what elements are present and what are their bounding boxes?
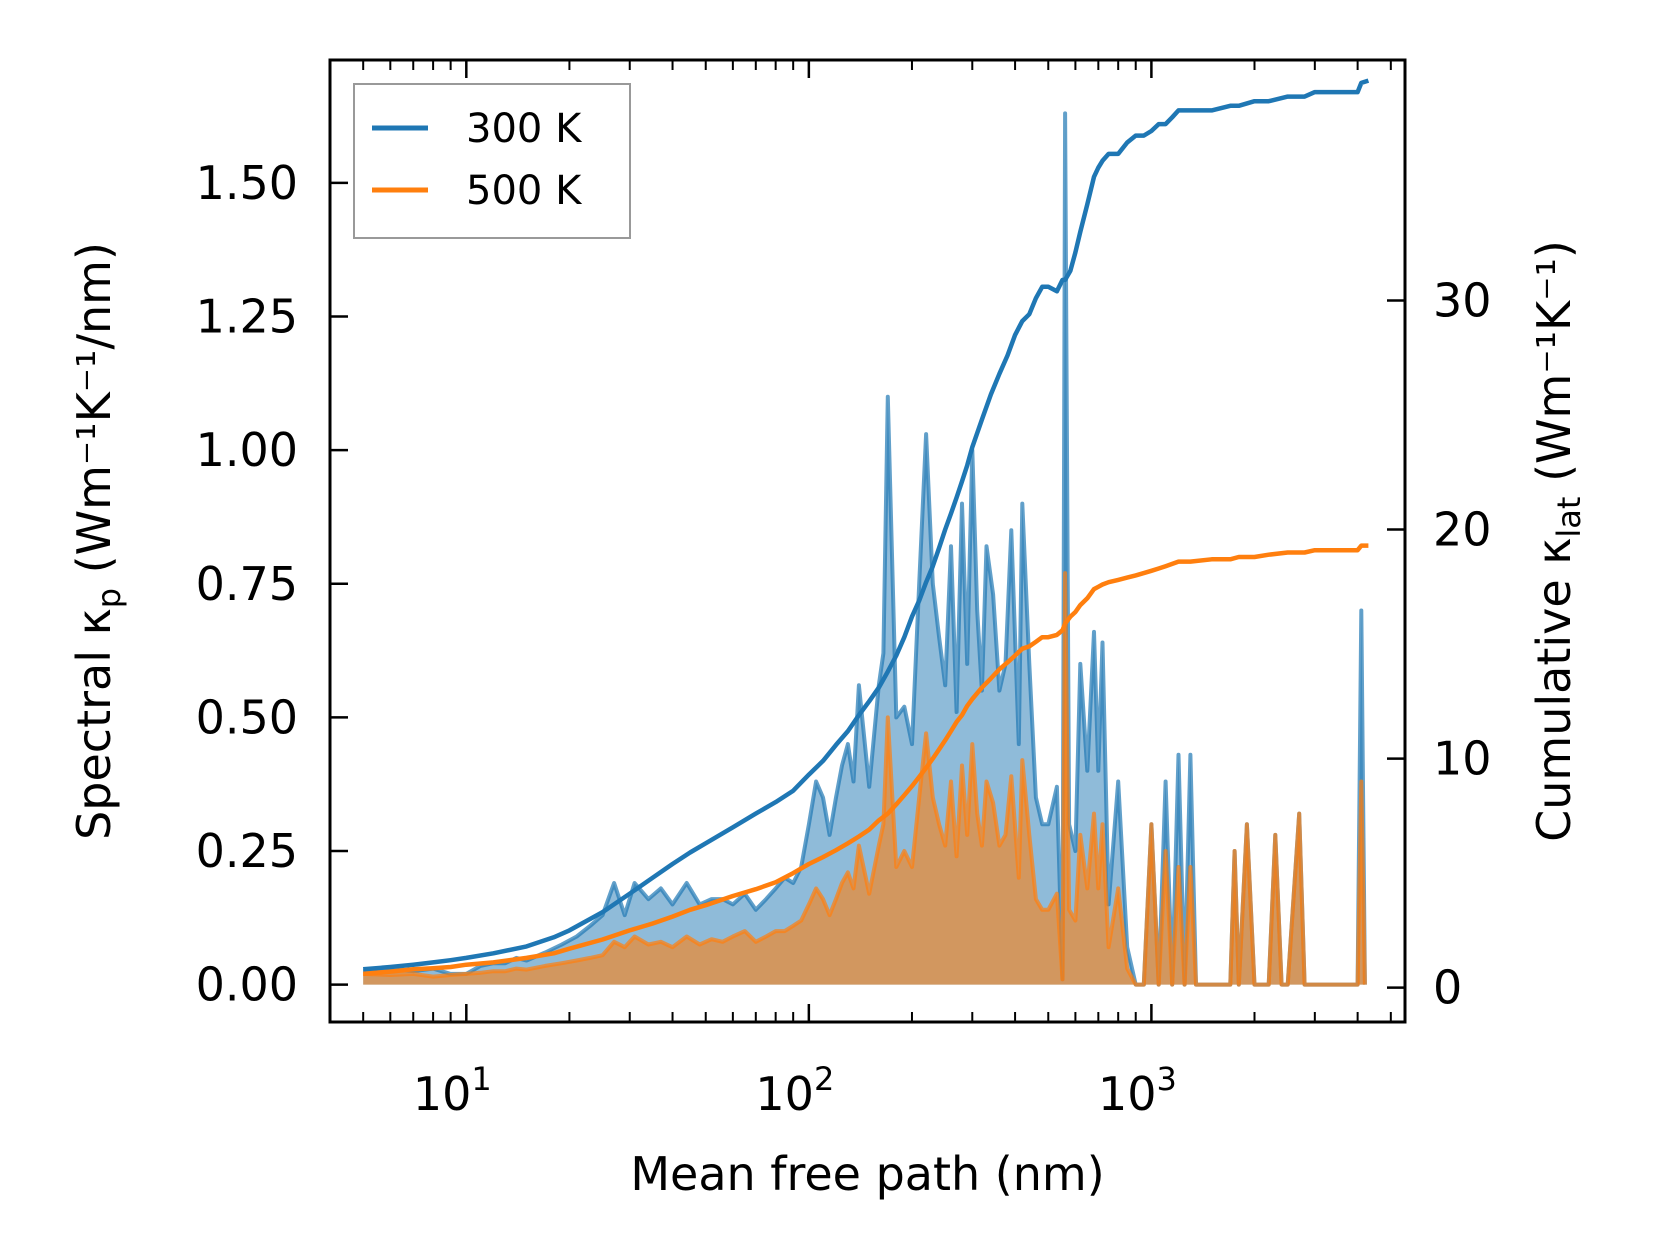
x-tick-exponent: 1 bbox=[471, 1060, 491, 1098]
legend-label-300k: 300 K bbox=[466, 106, 583, 152]
x-axis-title: Mean free path (nm) bbox=[630, 1147, 1104, 1201]
y-right-tick-label: 0 bbox=[1433, 961, 1462, 1015]
cumulative-line-300k bbox=[363, 78, 1370, 972]
plot-frame bbox=[328, 58, 1407, 1024]
spectral-fill-500k bbox=[363, 573, 1365, 985]
y-right-tick-label: 30 bbox=[1433, 274, 1492, 328]
cumulative-line-500k bbox=[363, 543, 1369, 977]
y-left-tick-label: 1.50 bbox=[196, 156, 298, 210]
legend-label-500k: 500 K bbox=[466, 168, 583, 214]
y-right-tick-label: 20 bbox=[1433, 503, 1492, 557]
x-tick-label: 101 bbox=[413, 1060, 492, 1121]
x-tick-base: 10 bbox=[1098, 1067, 1157, 1121]
y-left-tick-label: 1.25 bbox=[196, 290, 298, 344]
x-tick-base: 10 bbox=[755, 1067, 814, 1121]
x-tick-exponent: 2 bbox=[814, 1060, 834, 1098]
x-tick-base: 10 bbox=[413, 1067, 472, 1121]
x-tick-label: 102 bbox=[755, 1060, 834, 1121]
y-right-axis-title-subscript: lat bbox=[1550, 497, 1588, 538]
spectral-fill-300k bbox=[363, 113, 1365, 985]
legend-box bbox=[353, 83, 631, 239]
x-tick-exponent: 3 bbox=[1156, 1060, 1176, 1098]
y-right-axis-title: Cumulative κlat (Wm⁻¹K⁻¹) bbox=[1527, 240, 1588, 842]
y-right-axis-title-main: Cumulative κ bbox=[1527, 538, 1581, 842]
y-right-axis-title-units: (Wm⁻¹K⁻¹) bbox=[1527, 240, 1581, 496]
y-left-axis-title-subscript: p bbox=[90, 588, 128, 608]
y-left-tick-label: 1.00 bbox=[196, 423, 298, 477]
y-right-tick-label: 10 bbox=[1433, 732, 1492, 786]
x-tick-label: 103 bbox=[1098, 1060, 1177, 1121]
y-left-tick-label: 0.50 bbox=[196, 690, 298, 744]
y-left-tick-label: 0.75 bbox=[196, 557, 298, 611]
y-left-tick-label: 0.00 bbox=[196, 958, 298, 1012]
y-left-axis-title: Spectral κp (Wm⁻¹K⁻¹/nm) bbox=[67, 242, 128, 840]
y-left-tick-label: 0.25 bbox=[196, 824, 298, 878]
y-left-axis-title-main: Spectral κ bbox=[67, 608, 121, 840]
spectral-line-500k bbox=[363, 571, 1367, 987]
y-left-axis-title-units: (Wm⁻¹K⁻¹/nm) bbox=[67, 242, 121, 588]
